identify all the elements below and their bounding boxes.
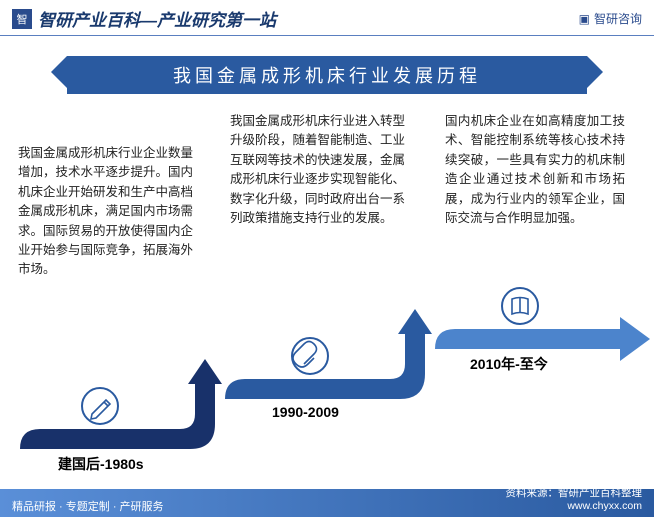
arrow-stage-1 — [20, 359, 222, 449]
header-left: 智 智研产业百科—产业研究第一站 — [12, 6, 276, 31]
footer-services: 精品研报 · 专题定制 · 产研服务 — [12, 498, 164, 514]
stage-1-period: 建国后-1980s — [58, 454, 144, 474]
footer: 精品研报 · 专题定制 · 产研服务 资料来源：智研产业百科整理 www.chy… — [0, 483, 654, 517]
source-url: www.chyxx.com — [506, 500, 643, 514]
footer-source: 资料来源：智研产业百科整理 www.chyxx.com — [506, 487, 643, 514]
brand-icon: ▣ — [579, 12, 590, 26]
stage-3-icon-circle — [502, 288, 538, 324]
header: 智 智研产业百科—产业研究第一站 ▣ 智研咨询 — [0, 0, 654, 36]
pencil-icon — [91, 400, 110, 419]
stage-1-icon-circle — [82, 388, 118, 424]
header-right: ▣ 智研咨询 — [579, 10, 642, 27]
stage-3-description: 国内机床企业在如高精度加工技术、智能控制系统等核心技术持续突破，一些具有实力的机… — [445, 112, 625, 228]
stage-3-period: 2010年-至今 — [470, 354, 548, 374]
brand-label: 智研咨询 — [594, 10, 642, 27]
header-title: 智研产业百科—产业研究第一站 — [38, 6, 276, 31]
arrow-stage-2 — [225, 309, 432, 399]
page-title: 我国金属成形机床行业发展历程 — [67, 56, 587, 94]
timeline-area: 我国金属成形机床行业企业数量增加，技术水平逐步提升。国内机床企业开始研发和生产中… — [0, 104, 654, 484]
stage-2-icon-circle — [292, 338, 328, 374]
stage-1-description: 我国金属成形机床行业企业数量增加，技术水平逐步提升。国内机床企业开始研发和生产中… — [18, 144, 193, 280]
book-icon — [512, 297, 528, 314]
clip-icon — [293, 342, 317, 368]
source-label: 资料来源：智研产业百科整理 — [506, 487, 643, 501]
stage-2-description: 我国金属成形机床行业进入转型升级阶段，随着智能制造、工业互联网等技术的快速发展，… — [230, 112, 405, 228]
stage-2-period: 1990-2009 — [272, 404, 339, 420]
logo-icon: 智 — [12, 9, 32, 29]
